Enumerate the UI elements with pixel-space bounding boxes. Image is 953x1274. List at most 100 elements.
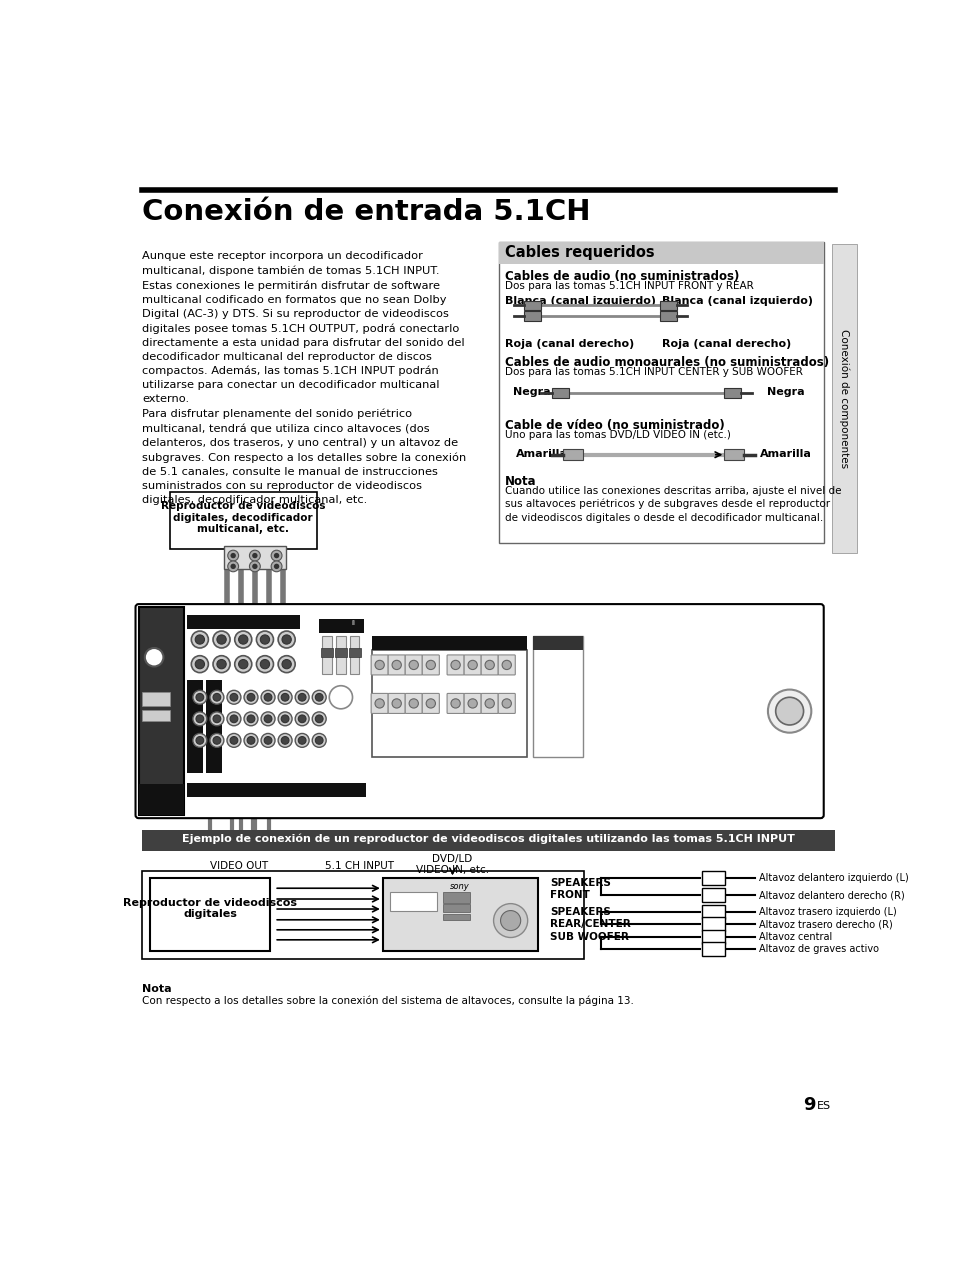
Text: Nota: Nota: [142, 985, 172, 995]
FancyBboxPatch shape: [723, 450, 743, 460]
FancyBboxPatch shape: [142, 831, 835, 851]
FancyBboxPatch shape: [405, 693, 422, 713]
Circle shape: [231, 563, 235, 569]
Circle shape: [210, 734, 224, 748]
Circle shape: [234, 631, 252, 648]
Circle shape: [227, 712, 241, 726]
Text: 9: 9: [801, 1096, 815, 1113]
Circle shape: [244, 734, 257, 748]
Text: Altavoz delantero derecho (R): Altavoz delantero derecho (R): [758, 891, 903, 901]
Text: Amarilla: Amarilla: [516, 448, 567, 459]
Text: Blanca (canal izquierdo): Blanca (canal izquierdo): [505, 296, 656, 306]
FancyBboxPatch shape: [388, 693, 405, 713]
Circle shape: [500, 911, 520, 930]
Text: Ejemplo de conexión de un reproductor de videodiscos digitales utilizando las to: Ejemplo de conexión de un reproductor de…: [182, 833, 795, 845]
Circle shape: [247, 736, 254, 744]
Circle shape: [274, 563, 279, 569]
Circle shape: [409, 660, 418, 670]
Text: Roja (canal derecho): Roja (canal derecho): [505, 339, 634, 349]
FancyBboxPatch shape: [138, 608, 183, 815]
FancyBboxPatch shape: [335, 648, 347, 657]
Circle shape: [375, 699, 384, 708]
FancyBboxPatch shape: [138, 785, 183, 815]
Circle shape: [278, 691, 292, 705]
Circle shape: [451, 660, 459, 670]
Text: Reproductor de videodiscos
digitales, decodificador
multicanal, etc.: Reproductor de videodiscos digitales, de…: [161, 501, 325, 534]
Circle shape: [392, 699, 401, 708]
Circle shape: [468, 699, 476, 708]
FancyBboxPatch shape: [322, 636, 332, 674]
FancyBboxPatch shape: [348, 648, 360, 657]
Circle shape: [282, 634, 291, 645]
Circle shape: [228, 550, 238, 561]
Text: Altavoz de graves activo: Altavoz de graves activo: [758, 944, 878, 954]
Circle shape: [767, 689, 810, 733]
Text: Cuando utilice las conexiones descritas arriba, ajuste el nivel de
sus altavoces: Cuando utilice las conexiones descritas …: [505, 485, 841, 522]
Circle shape: [193, 691, 207, 705]
Circle shape: [298, 693, 306, 701]
Text: VIDEO OUT: VIDEO OUT: [210, 861, 268, 871]
Circle shape: [213, 715, 220, 722]
FancyBboxPatch shape: [319, 619, 364, 633]
FancyBboxPatch shape: [390, 892, 436, 911]
Circle shape: [375, 660, 384, 670]
Text: Aunque este receptor incorpora un decodificador
multicanal, dispone también de t: Aunque este receptor incorpora un decodi…: [142, 251, 466, 505]
FancyBboxPatch shape: [701, 871, 724, 885]
FancyBboxPatch shape: [447, 693, 464, 713]
Circle shape: [274, 553, 279, 558]
Circle shape: [315, 736, 323, 744]
Circle shape: [228, 561, 238, 572]
FancyBboxPatch shape: [443, 892, 470, 903]
Circle shape: [282, 660, 291, 669]
FancyBboxPatch shape: [206, 680, 221, 773]
Circle shape: [392, 660, 401, 670]
Circle shape: [315, 715, 323, 722]
Text: Altavoz trasero derecho (R): Altavoz trasero derecho (R): [758, 920, 891, 930]
Text: Cable de vídeo (no suministrado): Cable de vídeo (no suministrado): [505, 419, 724, 432]
FancyBboxPatch shape: [142, 870, 583, 959]
Circle shape: [247, 693, 254, 701]
Circle shape: [231, 553, 235, 558]
Circle shape: [484, 660, 494, 670]
FancyBboxPatch shape: [142, 711, 171, 721]
Circle shape: [281, 715, 289, 722]
Circle shape: [195, 660, 204, 669]
Circle shape: [261, 691, 274, 705]
Circle shape: [244, 712, 257, 726]
Circle shape: [244, 691, 257, 705]
Circle shape: [193, 734, 207, 748]
Text: Negra: Negra: [512, 387, 550, 397]
Circle shape: [195, 693, 204, 701]
FancyBboxPatch shape: [480, 655, 497, 675]
Text: SPEAKERS
REAR/CENTER: SPEAKERS REAR/CENTER: [550, 907, 630, 929]
FancyBboxPatch shape: [187, 782, 365, 796]
FancyBboxPatch shape: [372, 650, 526, 757]
Circle shape: [281, 693, 289, 701]
Text: Reproductor de videodiscos
digitales: Reproductor de videodiscos digitales: [123, 898, 297, 920]
Circle shape: [193, 712, 207, 726]
FancyBboxPatch shape: [170, 492, 316, 549]
FancyBboxPatch shape: [443, 905, 470, 912]
FancyBboxPatch shape: [497, 655, 515, 675]
FancyBboxPatch shape: [497, 693, 515, 713]
Text: Con respecto a los detalles sobre la conexión del sistema de altavoces, consulte: Con respecto a los detalles sobre la con…: [142, 995, 634, 1005]
FancyBboxPatch shape: [142, 692, 171, 706]
FancyBboxPatch shape: [371, 655, 388, 675]
FancyBboxPatch shape: [464, 693, 480, 713]
FancyBboxPatch shape: [405, 655, 422, 675]
Text: Conexión de componentes: Conexión de componentes: [839, 329, 849, 468]
FancyBboxPatch shape: [320, 648, 333, 657]
Circle shape: [192, 631, 208, 648]
Text: Uno para las tomas DVD/LD VIDEO IN (etc.): Uno para las tomas DVD/LD VIDEO IN (etc.…: [505, 431, 730, 440]
Circle shape: [264, 693, 272, 701]
FancyBboxPatch shape: [382, 878, 537, 952]
Circle shape: [298, 736, 306, 744]
Text: SPEAKERS
FRONT: SPEAKERS FRONT: [550, 878, 610, 899]
Circle shape: [238, 634, 248, 645]
Text: Cables requeridos: Cables requeridos: [505, 246, 654, 260]
Text: Cables de audio monoaurales (no suministrados): Cables de audio monoaurales (no suminist…: [505, 357, 828, 369]
FancyBboxPatch shape: [659, 301, 677, 310]
FancyBboxPatch shape: [135, 604, 822, 818]
Circle shape: [264, 736, 272, 744]
Circle shape: [298, 715, 306, 722]
